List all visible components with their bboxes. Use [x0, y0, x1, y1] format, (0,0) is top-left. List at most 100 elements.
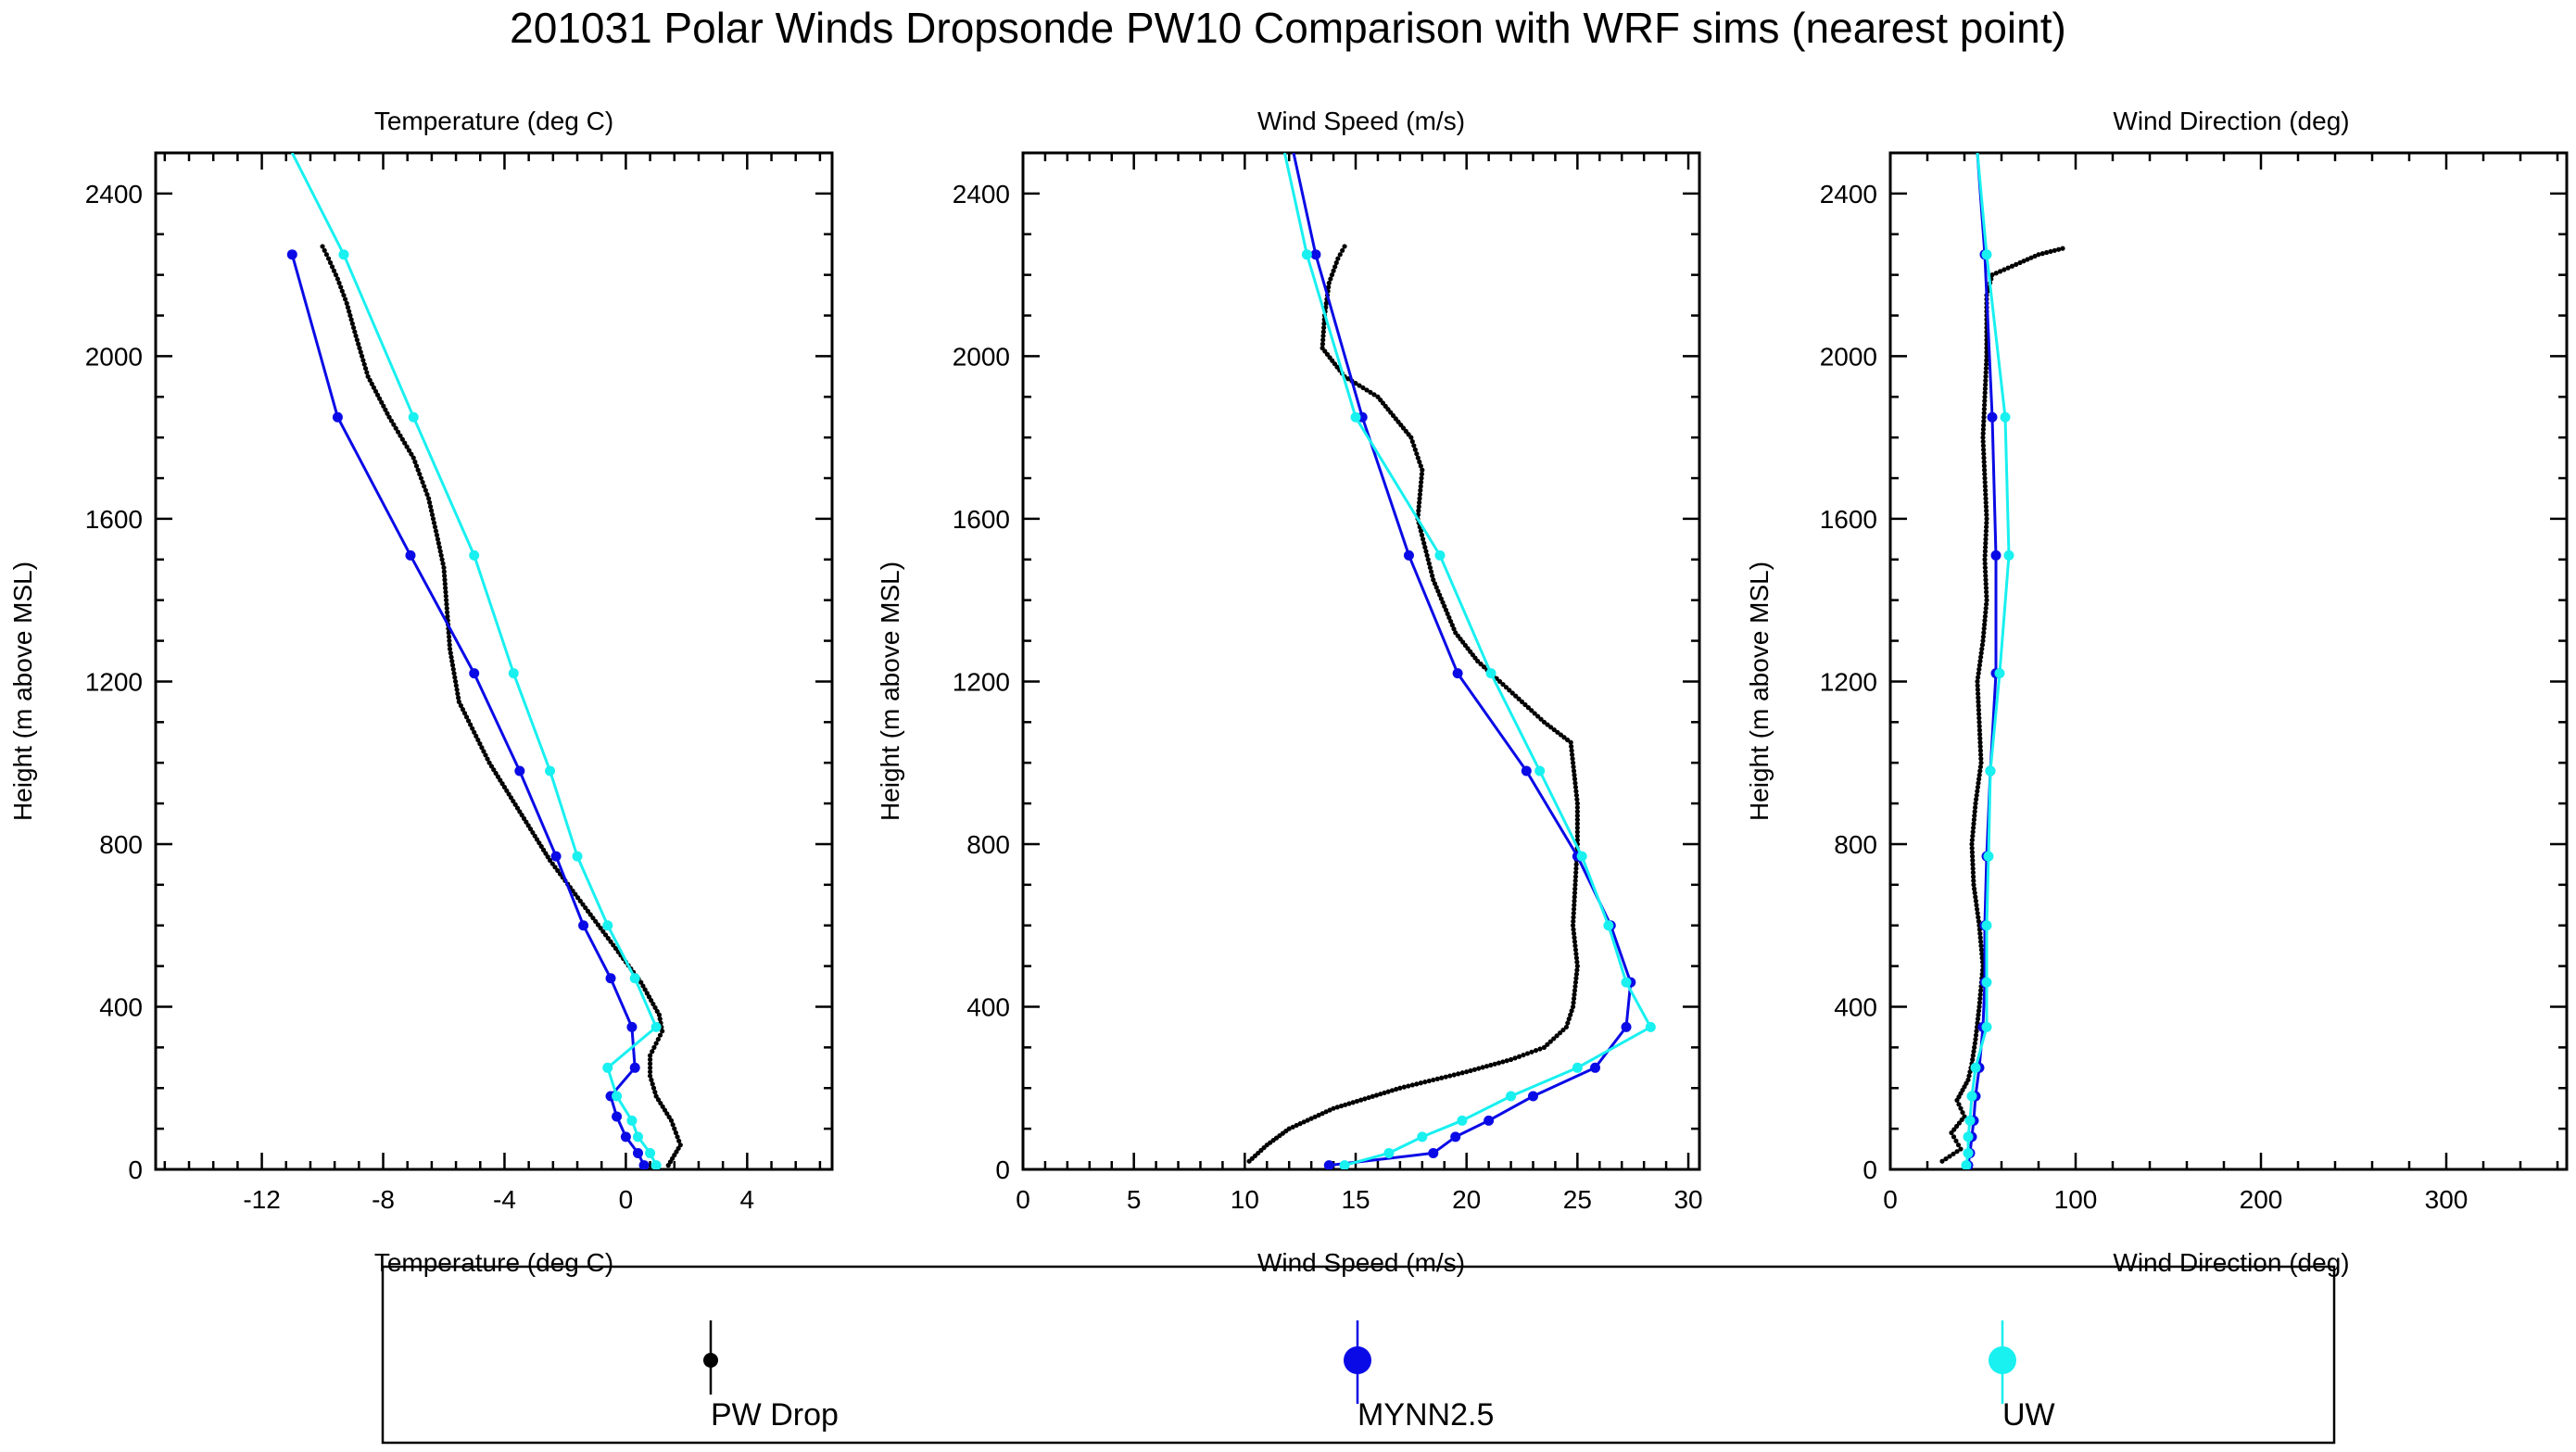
wind-speed-pw-drop-point — [1572, 886, 1578, 891]
wind-speed-pw-drop-point — [1406, 1083, 1411, 1089]
wind-direction-pw-drop-point — [1983, 569, 1989, 574]
wind-speed-pw-drop-point — [1570, 1004, 1576, 1010]
wind-speed-mynn25-marker — [1450, 1131, 1461, 1143]
wind-direction-pw-drop-point — [1976, 719, 1982, 725]
temperature-pw-drop-point — [656, 1012, 663, 1017]
legend: PW Drop MYNN2.5 UW — [381, 1265, 2336, 1445]
wind-speed-pw-drop-point — [1569, 1008, 1574, 1014]
wind-direction-pw-drop-point — [1984, 511, 1989, 518]
wind-direction-pw-drop-point — [1977, 935, 1983, 941]
wind-direction-pw-drop-point — [1980, 438, 1986, 445]
wind-speed-pw-drop-point — [1529, 708, 1534, 713]
temperature-pw-drop-point — [361, 361, 367, 367]
wind-direction-x-tick-label: 200 — [2240, 1185, 2283, 1214]
temperature-pw-drop-point — [446, 630, 451, 636]
temperature-pw-drop-point — [443, 593, 448, 599]
wind-direction-pw-drop-point — [1978, 988, 1984, 993]
wind-direction-uw-marker — [1963, 1131, 1974, 1143]
wind-direction-pw-drop-point — [1983, 537, 1989, 542]
temperature-pw-drop-point — [409, 451, 414, 457]
temperature-pw-drop-point — [442, 577, 448, 583]
temperature-pw-drop-point — [386, 414, 392, 420]
temperature-mynn25-marker — [620, 1131, 631, 1143]
temperature-pw-drop-point — [452, 675, 458, 680]
wind-speed-uw-marker — [1485, 668, 1496, 679]
temperature-pw-drop-point — [653, 1041, 659, 1046]
wind-direction-pw-drop-point — [1956, 1120, 1962, 1126]
wind-direction-pw-drop-point — [1976, 727, 1982, 733]
wind-speed-pw-drop-point — [1500, 681, 1506, 688]
wind-speed-pw-drop-point — [1459, 1070, 1465, 1076]
wind-speed-pw-drop-point — [1437, 592, 1443, 598]
temperature-pw-drop-point — [608, 939, 613, 944]
temperature-pw-drop-point — [456, 699, 461, 704]
wind-speed-pw-drop-point — [1471, 1067, 1477, 1072]
temperature-uw-marker — [645, 1147, 656, 1158]
wind-speed-pw-drop-point — [1572, 882, 1578, 888]
temperature-pw-drop-point — [657, 1016, 663, 1022]
wind-direction-pw-drop-point — [1983, 487, 1989, 493]
temperature-pw-drop-point — [393, 425, 398, 431]
wind-direction-pw-drop-point — [1976, 1004, 1982, 1010]
temperature-pw-drop-point — [423, 487, 428, 493]
temperature-pw-drop-point — [443, 589, 448, 595]
temperature-pw-drop-point — [650, 1085, 657, 1091]
wind-direction-pw-drop-point — [1977, 736, 1983, 741]
wind-speed-pw-drop-point — [1417, 496, 1422, 501]
wind-speed-x-axis-label: Wind Speed (m/s) — [1257, 1248, 1465, 1277]
legend-uw-label: UW — [2002, 1397, 2055, 1433]
wind-direction-pw-drop-point — [1982, 390, 1988, 396]
temperature-data-area — [286, 153, 683, 1169]
temperature-mynn25-marker — [638, 1160, 650, 1169]
wind-speed-pw-drop-point — [1409, 438, 1415, 445]
wind-speed-pw-drop-point — [1340, 247, 1345, 253]
wind-direction-y-tick-label: 0 — [1863, 1155, 1877, 1184]
temperature-pw-drop-point — [429, 511, 436, 518]
temperature-pw-drop-point — [501, 784, 508, 790]
wind-direction-pw-drop-point — [1974, 792, 1979, 798]
wind-speed-pw-drop-point — [1537, 1046, 1543, 1052]
temperature-pw-drop-point — [587, 912, 593, 917]
wind-direction-pw-drop-point — [1956, 1102, 1962, 1107]
wind-direction-pw-drop-point — [1979, 971, 1985, 977]
wind-direction-pw-drop-point — [1970, 1056, 1976, 1063]
temperature-pw-drop-point — [345, 305, 351, 310]
wind-direction-pw-drop-point — [1980, 435, 1986, 440]
wind-speed-pw-drop-point — [1564, 737, 1571, 743]
wind-speed-pw-drop-point — [1329, 272, 1335, 278]
temperature-mynn25-marker — [332, 411, 343, 423]
wind-direction-pw-drop-point — [1984, 358, 1989, 363]
wind-speed-pw-drop-point — [1574, 829, 1580, 835]
temperature-pw-drop-point — [552, 865, 558, 870]
wind-direction-pw-drop-point — [1976, 1000, 1982, 1005]
temperature-pw-drop-point — [470, 726, 475, 731]
wind-direction-pw-drop-point — [1977, 739, 1983, 745]
temperature-pw-drop-point — [647, 1061, 653, 1067]
wind-direction-pw-drop-point — [1983, 378, 1989, 384]
temperature-pw-drop-point — [388, 418, 395, 423]
temperature-pw-drop-point — [506, 791, 511, 797]
wind-speed-pw-drop-point — [1425, 557, 1431, 562]
wind-direction-pw-drop-point — [1951, 1134, 1957, 1140]
wind-direction-x-tick-label: 100 — [2054, 1185, 2098, 1214]
wind-direction-pw-drop-point — [1983, 540, 1989, 546]
wind-speed-uw-marker — [1457, 1115, 1468, 1126]
wind-direction-uw-marker — [1981, 920, 1992, 931]
wind-speed-pw-drop-point — [1516, 1054, 1522, 1059]
temperature-pw-drop-point — [350, 325, 357, 331]
wind-direction-pw-drop-point — [1976, 715, 1982, 721]
temperature-pw-drop-point — [600, 928, 606, 934]
wind-speed-pw-drop-point — [1568, 739, 1573, 745]
temperature-x-axis-label: Temperature (deg C) — [374, 1248, 613, 1277]
temperature-pw-drop-point — [442, 573, 448, 578]
wind-speed-pw-drop-point — [1571, 996, 1577, 1002]
wind-direction-pw-drop-point — [1978, 650, 1984, 656]
temperature-pw-drop-point — [442, 581, 448, 587]
wind-speed-pw-drop-point — [1338, 1103, 1345, 1109]
wind-speed-uw-marker — [1576, 851, 1587, 862]
wind-direction-pw-drop-point — [1969, 837, 1975, 843]
wind-direction-mynn25-marker — [1990, 549, 2001, 561]
temperature-pw-drop-point — [545, 854, 550, 860]
wind-speed-pw-drop-point — [1422, 1080, 1428, 1085]
temperature-pw-drop-point — [338, 284, 344, 290]
